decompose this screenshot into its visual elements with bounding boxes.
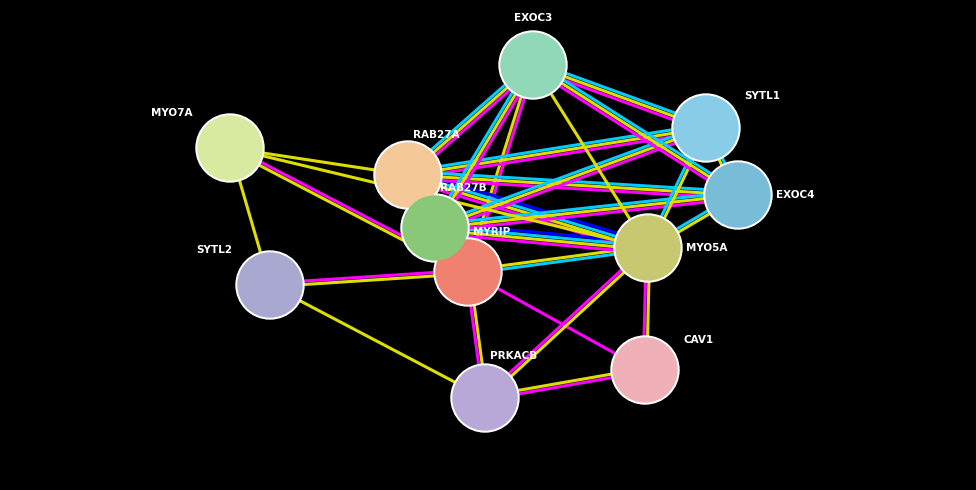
Circle shape (376, 143, 440, 207)
Circle shape (451, 364, 519, 432)
Text: MYO7A: MYO7A (150, 108, 192, 118)
Circle shape (672, 94, 740, 162)
Text: EXOC3: EXOC3 (513, 13, 552, 23)
Circle shape (611, 336, 679, 404)
Circle shape (196, 114, 264, 182)
Circle shape (198, 116, 262, 180)
Circle shape (706, 163, 770, 227)
Text: MYRIP: MYRIP (473, 227, 510, 237)
Text: CAV1: CAV1 (683, 335, 713, 345)
Circle shape (616, 216, 680, 280)
Circle shape (436, 240, 500, 304)
Circle shape (704, 161, 772, 229)
Circle shape (238, 253, 302, 317)
Circle shape (453, 366, 517, 430)
Text: PRKACB: PRKACB (490, 351, 537, 361)
Circle shape (236, 251, 304, 319)
Text: SYTL1: SYTL1 (744, 91, 780, 101)
Text: RAB27A: RAB27A (413, 130, 460, 140)
Circle shape (614, 214, 682, 282)
Text: MYO5A: MYO5A (686, 243, 727, 253)
Circle shape (501, 33, 565, 97)
Circle shape (499, 31, 567, 99)
Circle shape (674, 96, 738, 160)
Circle shape (374, 141, 442, 209)
Text: EXOC4: EXOC4 (776, 190, 815, 200)
Circle shape (401, 194, 469, 262)
Circle shape (434, 238, 502, 306)
Circle shape (613, 338, 677, 402)
Circle shape (403, 196, 467, 260)
Text: RAB27B: RAB27B (440, 183, 487, 193)
Text: SYTL2: SYTL2 (196, 245, 232, 255)
